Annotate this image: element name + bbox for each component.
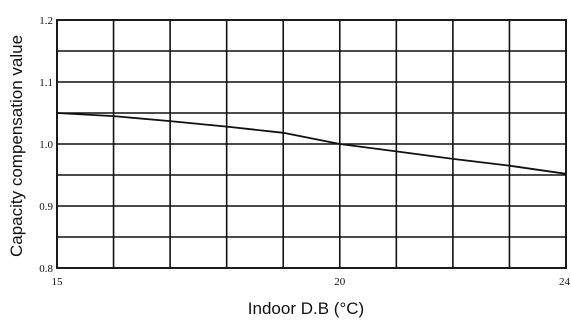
grid-layer: [56, 19, 567, 269]
x-tick-label: 20: [334, 276, 346, 288]
y-tick-label: 0.9: [39, 201, 53, 213]
y-tick-label: 1.1: [39, 77, 53, 89]
tick-layer: 0.8 0.9 1.0 1.1 1.2 15 20 24: [39, 15, 570, 288]
x-axis-label: Indoor D.B (°C): [248, 299, 364, 318]
y-tick-label: 0.8: [39, 263, 53, 275]
x-tick-label: 24: [559, 276, 571, 288]
series-line: [56, 112, 567, 175]
x-tick-label: 15: [52, 276, 64, 288]
y-tick-label: 1.0: [39, 139, 53, 151]
series-layer: [56, 112, 567, 175]
y-tick-label: 1.2: [39, 15, 53, 27]
plot-frame: [56, 19, 567, 269]
y-axis-label: Capacity compensation value: [7, 35, 26, 257]
